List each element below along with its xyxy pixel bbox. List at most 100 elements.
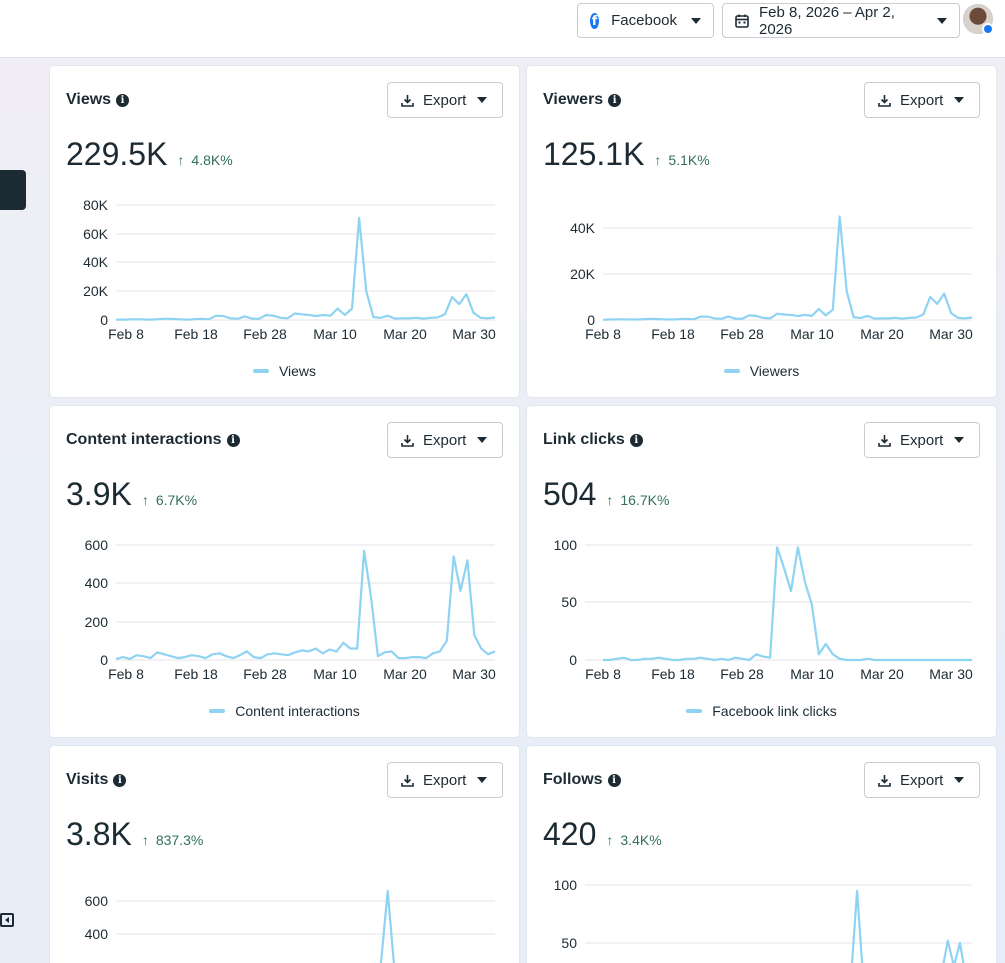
line-chart: 50 100 — [554, 877, 972, 963]
x-tick-label: Mar 20 — [383, 326, 427, 342]
info-icon[interactable]: i — [608, 93, 622, 107]
export-button[interactable]: Export — [387, 82, 503, 118]
legend-label: Views — [278, 363, 317, 379]
chart-legend: Content interactions — [50, 703, 519, 719]
line-chart: 0 20K 40K 60K 80K Feb 8 Feb 18 Feb 28 Mar 10 Mar … — [83, 197, 496, 342]
metric-change: ↑ 5.1K% — [654, 152, 709, 168]
metric-change-value: 837.3% — [155, 832, 204, 848]
x-tick-label: Feb 18 — [651, 666, 695, 682]
metric-value: 420 — [543, 816, 597, 852]
metric-summary: 504 ↑ 16.7K% — [543, 476, 669, 513]
calendar-icon — [735, 14, 749, 28]
metric-change: ↑ 3.4K% — [606, 832, 661, 848]
export-button[interactable]: Export — [387, 422, 503, 458]
platform-selector[interactable]: f Facebook — [577, 3, 714, 38]
download-icon — [878, 94, 891, 107]
metric-value: 3.9K — [66, 476, 132, 512]
metric-change-value: 4.8K% — [191, 152, 233, 168]
x-tick-label: Mar 10 — [790, 326, 834, 342]
metric-change: ↑ 16.7K% — [606, 492, 669, 508]
metric-card: Link clicks i Export 504 ↑ 16.7K% 0 50 100… — [527, 406, 996, 737]
chart-legend: Viewers — [527, 363, 996, 379]
metric-summary: 229.5K ↑ 4.8K% — [66, 136, 233, 173]
metric-card: Visits i Export 3.8K ↑ 837.3% 400 600 — [50, 746, 519, 963]
chevron-down-icon — [937, 17, 947, 24]
chevron-down-icon — [691, 17, 701, 24]
chart-legend: Facebook link clicks — [527, 703, 996, 719]
arrow-up-icon: ↑ — [177, 152, 185, 168]
legend-label: Facebook link clicks — [712, 703, 837, 719]
export-button[interactable]: Export — [387, 762, 503, 798]
card-title-text: Content interactions — [66, 431, 222, 448]
legend-label: Content interactions — [235, 703, 360, 719]
chevron-down-icon — [477, 437, 488, 443]
y-tick-label: 100 — [554, 877, 578, 893]
info-icon[interactable]: i — [629, 433, 643, 447]
y-tick-label: 0 — [569, 652, 577, 668]
export-button[interactable]: Export — [864, 422, 980, 458]
info-icon[interactable]: i — [116, 93, 130, 107]
metric-value: 229.5K — [66, 136, 168, 172]
date-range-label: Feb 8, 2026 – Apr 2, 2026 — [759, 3, 895, 38]
export-button[interactable]: Export — [864, 762, 980, 798]
x-tick-label: Mar 10 — [313, 666, 357, 682]
facebook-badge-icon — [982, 23, 994, 35]
export-label: Export — [900, 431, 944, 449]
card-title: Link clicks i — [543, 431, 643, 449]
metric-summary: 3.9K ↑ 6.7K% — [66, 476, 197, 513]
chevron-down-icon — [954, 437, 965, 443]
card-title-text: Visits — [66, 771, 109, 788]
date-range-selector[interactable]: Feb 8, 2026 – Apr 2, 2026 — [722, 3, 960, 38]
arrow-up-icon: ↑ — [141, 492, 149, 508]
x-tick-label: Mar 20 — [860, 666, 904, 682]
info-icon[interactable]: i — [607, 773, 621, 787]
y-tick-label: 0 — [587, 312, 595, 328]
sidebar-active-item[interactable] — [0, 170, 26, 210]
y-tick-label: 50 — [561, 594, 577, 610]
y-tick-label: 60K — [83, 226, 109, 242]
y-tick-label: 50 — [561, 935, 577, 951]
card-title: Content interactions i — [66, 431, 240, 449]
x-tick-label: Mar 10 — [790, 666, 834, 682]
arrow-up-icon: ↑ — [606, 832, 614, 848]
export-label: Export — [423, 771, 467, 789]
x-tick-label: Feb 28 — [243, 666, 287, 682]
chevron-down-icon — [477, 777, 488, 783]
metric-summary: 420 ↑ 3.4K% — [543, 816, 662, 853]
download-icon — [878, 434, 891, 447]
metric-change-value: 3.4K% — [620, 832, 662, 848]
y-tick-label: 0 — [100, 312, 108, 328]
x-tick-label: Feb 8 — [108, 326, 144, 342]
x-tick-label: Feb 28 — [720, 666, 764, 682]
metric-change-value: 6.7K% — [155, 492, 198, 508]
x-tick-label: Mar 30 — [452, 326, 496, 342]
legend-label: Viewers — [749, 363, 800, 379]
export-button[interactable]: Export — [864, 82, 980, 118]
metric-change-value: 5.1K% — [668, 152, 710, 168]
y-tick-label: 20K — [83, 283, 109, 299]
series-line — [602, 215, 973, 321]
platform-label: Facebook — [611, 12, 677, 29]
x-tick-label: Feb 18 — [174, 326, 218, 342]
x-tick-label: Mar 20 — [383, 666, 427, 682]
metric-change: ↑ 6.7K% — [142, 492, 197, 508]
export-label: Export — [423, 91, 467, 109]
y-tick-label: 40K — [83, 254, 109, 270]
series-line — [115, 216, 496, 321]
y-tick-label: 40K — [570, 220, 596, 236]
x-tick-label: Feb 18 — [651, 326, 695, 342]
y-tick-label: 100 — [554, 537, 578, 553]
metric-summary: 3.8K ↑ 837.3% — [66, 816, 203, 853]
line-chart: 0 50 100 Feb 8 Feb 18 Feb 28 Mar 10 Mar 20 Mar 3… — [554, 537, 973, 682]
info-icon[interactable]: i — [226, 433, 240, 447]
card-title: Views i — [66, 91, 130, 109]
line-chart: 0 200 400 600 Feb 8 Feb 18 Feb 28 Mar 10 Mar 20 M… — [85, 537, 496, 682]
info-icon[interactable]: i — [113, 773, 127, 787]
chevron-down-icon — [954, 97, 965, 103]
chevron-down-icon — [477, 97, 488, 103]
download-icon — [401, 94, 414, 107]
metric-card: Follows i Export 420 ↑ 3.4K% 50 100 — [527, 746, 996, 963]
export-label: Export — [900, 91, 944, 109]
x-tick-label: Feb 8 — [108, 666, 144, 682]
collapse-sidebar-icon[interactable] — [0, 913, 14, 927]
